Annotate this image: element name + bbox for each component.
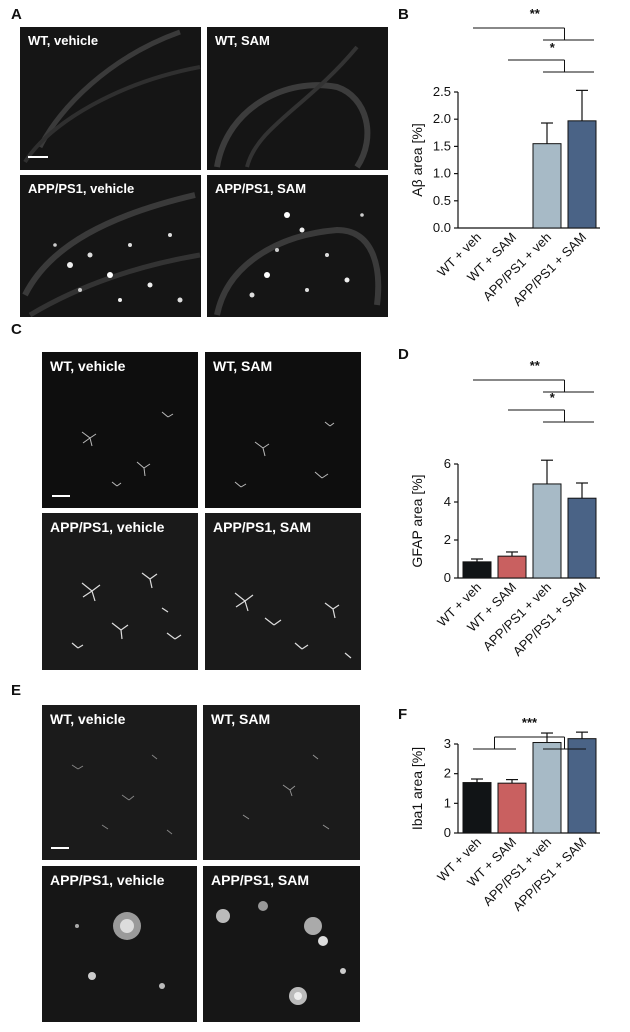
y-axis-label: Iba1 area [%]	[409, 747, 425, 830]
y-tick-label: 0.0	[433, 220, 451, 235]
sig-label: *	[550, 40, 556, 55]
y-tick-label: 1.0	[433, 166, 451, 181]
micrograph-label: APP/PS1, vehicle	[50, 519, 165, 535]
y-tick-label: 2.0	[433, 111, 451, 126]
scale-bar	[52, 495, 70, 497]
micrograph-e-wt-vehicle: WT, vehicle	[42, 705, 197, 860]
bar	[567, 497, 597, 579]
chart-b: 0.00.51.01.52.02.5Aβ area [%]WT + vehWT …	[409, 6, 600, 309]
micrograph-label: APP/PS1, SAM	[213, 519, 312, 535]
micrograph-c-app-vehicle: APP/PS1, vehicle	[42, 513, 198, 670]
bar	[462, 782, 492, 834]
bar	[567, 738, 597, 834]
sig-label: ***	[522, 715, 538, 730]
bar	[462, 561, 492, 579]
bar	[532, 742, 562, 834]
micrograph-a-app-sam: APP/PS1, SAM	[207, 175, 388, 317]
micrograph-label: WT, vehicle	[50, 358, 126, 374]
panel-letter-f: F	[398, 706, 408, 723]
sig-label: *	[550, 390, 556, 405]
scale-bar	[28, 156, 48, 158]
micrograph-a-app-vehicle: APP/PS1, vehicle	[20, 175, 201, 317]
micrograph-a-wt-sam: WT, SAM	[207, 27, 388, 170]
bar	[497, 555, 527, 579]
micrograph-c-app-sam: APP/PS1, SAM	[205, 513, 361, 670]
micrograph-e-app-sam: APP/PS1, SAM	[203, 866, 360, 1022]
panel-letter-c: C	[11, 321, 22, 338]
micrograph-label: WT, vehicle	[28, 33, 99, 48]
y-tick-label: 0	[444, 825, 451, 840]
micrograph-label: APP/PS1, SAM	[215, 181, 307, 196]
micrograph-c-wt-sam: WT, SAM	[205, 352, 361, 508]
bar	[532, 483, 562, 579]
y-tick-label: 0.5	[433, 193, 451, 208]
micrograph-label: WT, vehicle	[50, 711, 126, 727]
micrograph-e-wt-sam: WT, SAM	[203, 705, 360, 860]
panel-letter-a: A	[11, 6, 22, 23]
y-axis-label: GFAP area [%]	[409, 474, 425, 567]
panel-letter-b: B	[398, 6, 409, 23]
y-tick-label: 3	[444, 736, 451, 751]
y-tick-label: 4	[444, 494, 451, 509]
y-tick-label: 1	[444, 795, 451, 810]
sig-label: **	[530, 358, 541, 373]
scale-bar	[51, 847, 69, 849]
panel-letter-d: D	[398, 346, 409, 363]
bar	[497, 782, 527, 834]
y-tick-label: 2	[444, 766, 451, 781]
panel-letter-e: E	[11, 682, 22, 699]
y-tick-label: 6	[444, 456, 451, 471]
bar	[532, 143, 562, 229]
y-tick-label: 0	[444, 570, 451, 585]
sig-label: **	[530, 6, 541, 21]
micrograph-label: WT, SAM	[211, 711, 271, 727]
micrograph-label: APP/PS1, vehicle	[50, 872, 165, 888]
micrograph-label: WT, SAM	[213, 358, 273, 374]
micrograph-label: APP/PS1, vehicle	[28, 181, 135, 196]
micrograph-e-app-vehicle: APP/PS1, vehicle	[42, 866, 197, 1022]
micrograph-label: WT, SAM	[215, 33, 270, 48]
micrograph-label: APP/PS1, SAM	[211, 872, 310, 888]
y-tick-label: 2	[444, 532, 451, 547]
y-axis-label: Aβ area [%]	[409, 123, 425, 196]
y-tick-label: 1.5	[433, 138, 451, 153]
micrograph-a-wt-vehicle: WT, vehicle	[20, 27, 201, 170]
bar	[567, 120, 597, 229]
y-tick-label: 2.5	[433, 84, 451, 99]
micrograph-c-wt-vehicle: WT, vehicle	[42, 352, 198, 508]
